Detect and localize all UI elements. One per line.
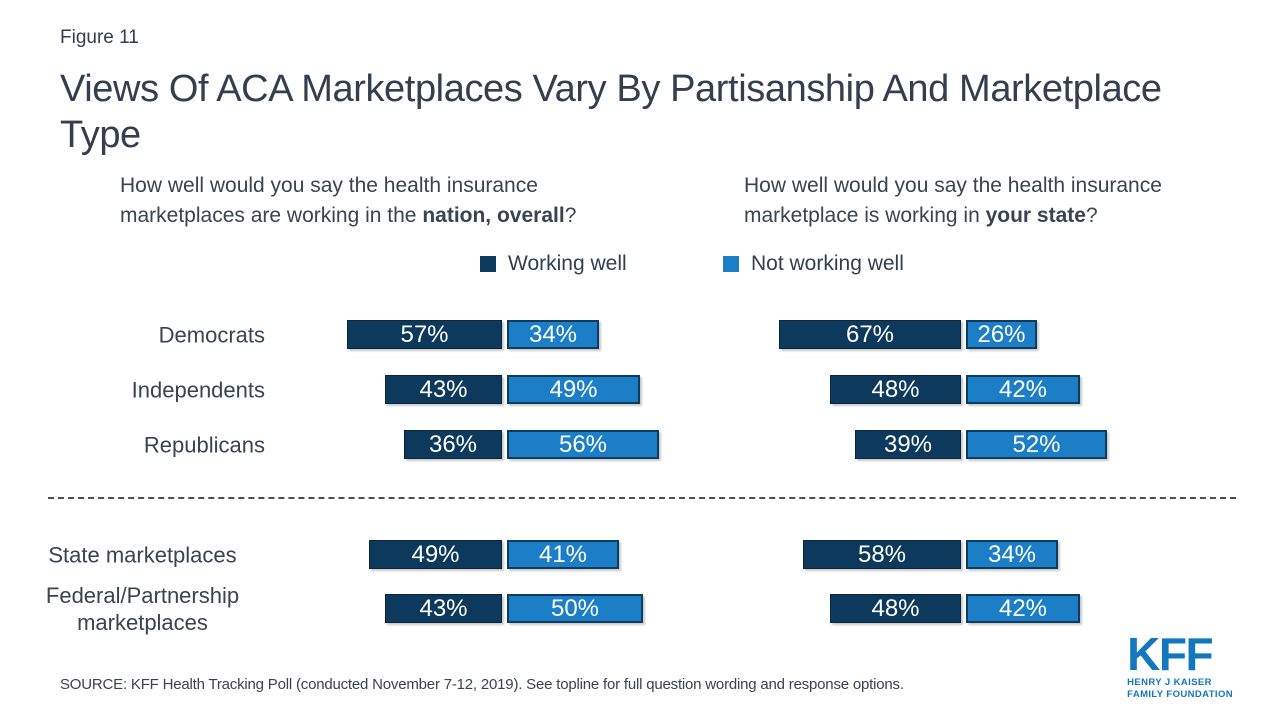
kff-logo: KFF HENRY J KAISER FAMILY FOUNDATION: [1127, 628, 1233, 701]
bar-working-well: 48%: [830, 594, 961, 623]
row-label: Republicans: [143, 432, 265, 457]
bar-working-well: 49%: [369, 540, 502, 569]
question-nation-line2: marketplaces are working in the nation, …: [120, 201, 576, 231]
bar-not-working-well: 34%: [507, 320, 599, 349]
question-state-bold: your state: [985, 204, 1086, 227]
legend-item-working-well: Working well: [480, 252, 627, 276]
page-title: Views Of ACA Marketplaces Vary By Partis…: [60, 66, 1162, 158]
bar-not-working-well: 42%: [966, 375, 1080, 404]
row-label: Democrats: [158, 322, 265, 347]
legend-item-not-working-well: Not working well: [723, 252, 904, 276]
source-note: SOURCE: KFF Health Tracking Poll (conduc…: [60, 676, 904, 693]
row-label: Independents: [131, 377, 265, 402]
bar-working-well: 48%: [830, 375, 961, 404]
bar-not-working-well: 49%: [507, 375, 640, 404]
row-label: Federal/Partnership marketplaces: [45, 582, 240, 635]
kff-logo-acronym: KFF: [1127, 628, 1213, 680]
question-state-end: ?: [1085, 204, 1098, 227]
question-state-plain: marketplace is working in: [744, 204, 986, 227]
row-label: State marketplaces: [48, 542, 237, 567]
question-nation-line1: How well would you say the health insura…: [120, 174, 538, 197]
bar-working-well: 67%: [779, 320, 961, 349]
bar-working-well: 43%: [385, 375, 502, 404]
bar-working-well: 58%: [803, 540, 961, 569]
bar-not-working-well: 50%: [507, 594, 643, 623]
bar-not-working-well: 41%: [507, 540, 619, 569]
bar-working-well: 36%: [404, 430, 502, 459]
legend-label-not-working-well: Not working well: [751, 252, 904, 275]
title-line-1: Views Of ACA Marketplaces Vary By Partis…: [60, 68, 1162, 110]
title-line-2: Type: [60, 114, 141, 156]
bar-not-working-well: 42%: [966, 594, 1080, 623]
kff-logo-subtitle-line1: HENRY J KAISER: [1127, 677, 1212, 688]
bar-working-well: 57%: [347, 320, 502, 349]
bar-working-well: 39%: [855, 430, 961, 459]
question-nation: How well would you say the health insura…: [120, 171, 576, 231]
bar-not-working-well: 52%: [966, 430, 1107, 459]
kff-logo-subtitle: HENRY J KAISER FAMILY FOUNDATION: [1127, 677, 1233, 701]
question-state-line2: marketplace is working in your state?: [744, 201, 1162, 231]
legend-label-working-well: Working well: [508, 252, 627, 275]
bar-not-working-well: 56%: [507, 430, 659, 459]
question-state: How well would you say the health insura…: [744, 171, 1162, 231]
question-nation-end: ?: [564, 204, 577, 227]
legend-swatch-working-well-icon: [480, 256, 496, 272]
bar-not-working-well: 26%: [966, 320, 1037, 349]
question-nation-plain: marketplaces are working in the: [120, 204, 423, 227]
group-separator-dashed-line: [48, 497, 1236, 499]
question-nation-bold: nation, overall: [422, 204, 565, 227]
figure-label: Figure 11: [60, 27, 139, 48]
legend-swatch-not-working-well-icon: [723, 256, 739, 272]
question-state-line1: How well would you say the health insura…: [744, 174, 1162, 197]
bar-not-working-well: 34%: [966, 540, 1058, 569]
kff-logo-subtitle-line2: FAMILY FOUNDATION: [1127, 689, 1233, 700]
bar-working-well: 43%: [385, 594, 502, 623]
